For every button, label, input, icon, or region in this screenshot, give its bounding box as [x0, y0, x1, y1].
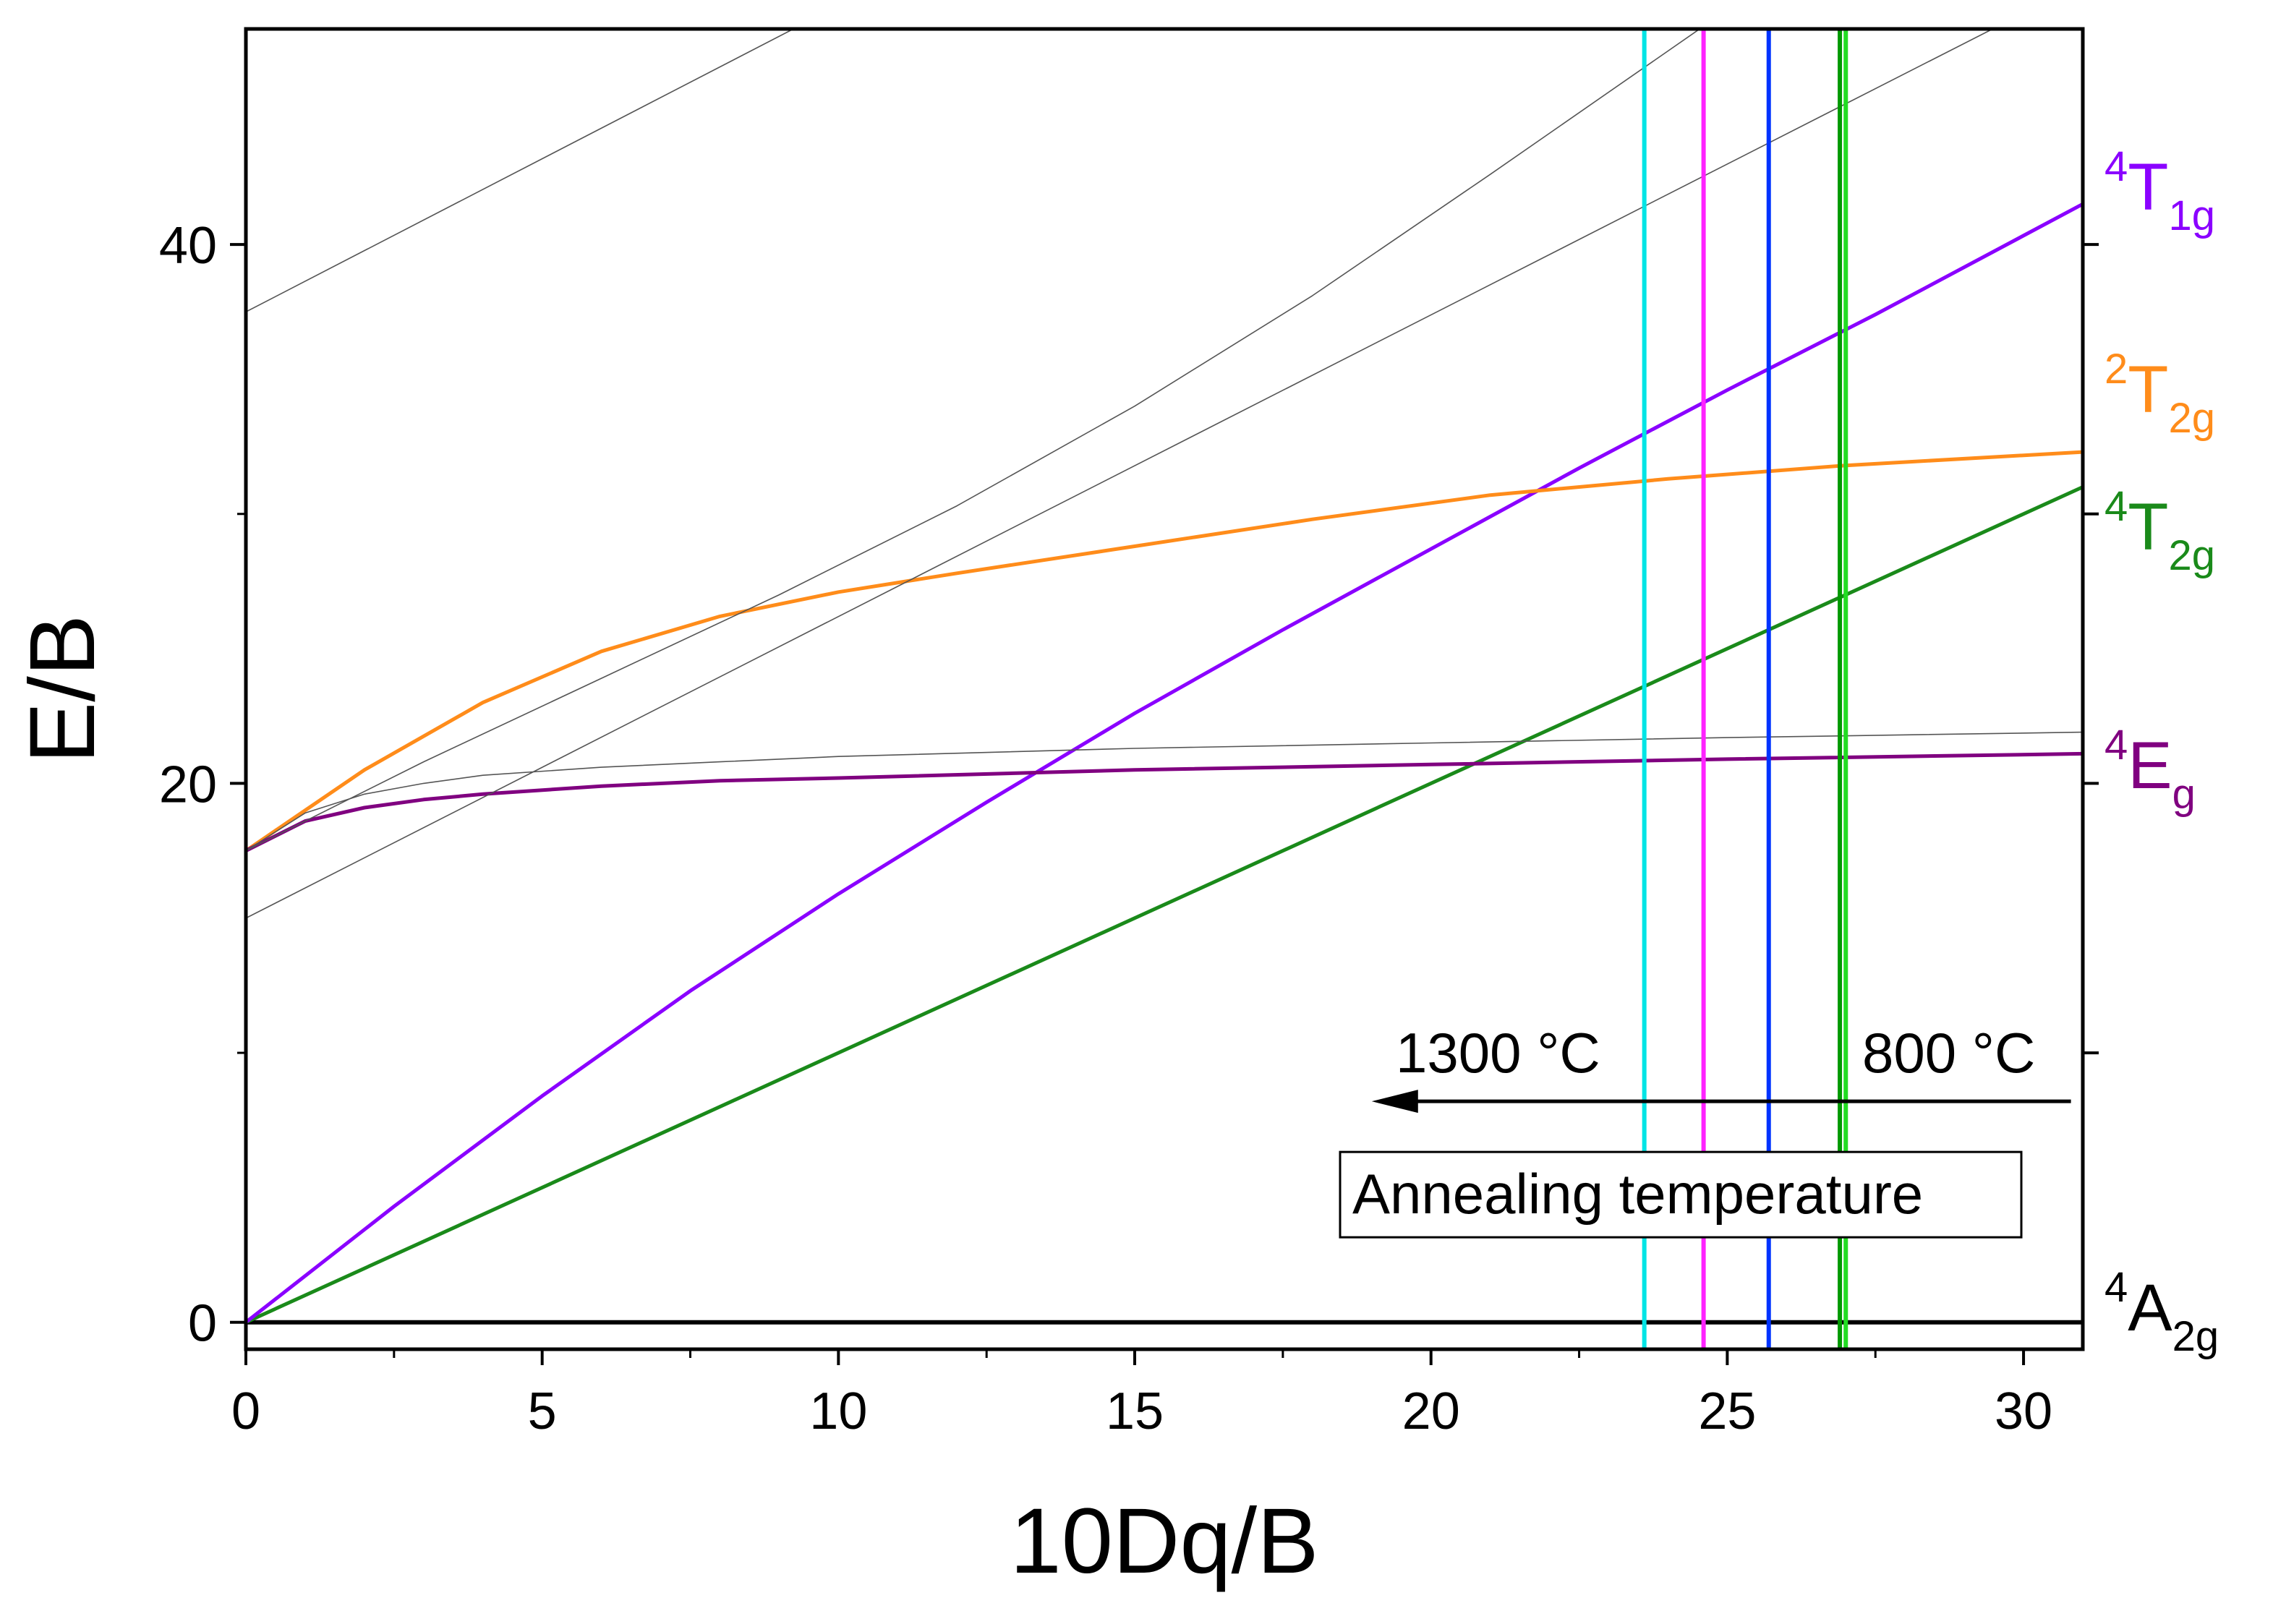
series-line-4T1g	[246, 202, 2083, 1325]
annotation-layer: 1300 °C 800 °C Annealing temperature	[1339, 1021, 2071, 1239]
label-sup: 4	[2104, 722, 2128, 769]
label-sup: 2	[2104, 346, 2128, 393]
label-sup: 4	[2104, 1264, 2128, 1311]
label-main: T	[2128, 353, 2168, 427]
x-tick-label: 0	[231, 1382, 260, 1440]
annealing-box-label: Annealing temperature	[1352, 1162, 1923, 1226]
label-sub: g	[2172, 771, 2196, 818]
label-main: T	[2128, 490, 2168, 564]
plot-frame	[244, 27, 2085, 1351]
series-line-g1	[246, 731, 2083, 852]
annealing-arrow-head	[1371, 1090, 1418, 1114]
series-line-g2	[246, 29, 1995, 919]
series-line-2T2g	[246, 450, 2083, 853]
series-line-g4	[246, 29, 795, 313]
x-tick-label: 15	[1106, 1382, 1164, 1440]
series-layer	[246, 29, 2083, 1325]
annealing-box	[1339, 1150, 2023, 1239]
label-sup: 4	[2104, 483, 2128, 530]
series-line-g3	[246, 29, 1701, 852]
series-label-2T2g: 2T2g	[2104, 346, 2215, 442]
series-line-4Eg	[246, 751, 2083, 853]
annotation-800c: 800 °C	[1862, 1021, 2035, 1085]
x-tick-label: 20	[1402, 1382, 1460, 1440]
vertical-lines-layer	[1642, 29, 1848, 1349]
y-tick-label: 20	[159, 756, 217, 813]
series-label-4T1g: 4T1g	[2104, 143, 2215, 239]
annotation-1300c: 1300 °C	[1396, 1021, 1600, 1085]
tick-layer: 0 5 10 15 20 25 30 0 20 40	[159, 217, 2099, 1440]
series-label-4T2g: 4T2g	[2104, 483, 2215, 579]
label-main: T	[2128, 150, 2168, 224]
x-axis-label: 10Dq/B	[1010, 1490, 1319, 1593]
label-sub: 2g	[2168, 395, 2215, 442]
label-sub: 1g	[2168, 192, 2215, 239]
label-main: A	[2128, 1271, 2172, 1345]
x-tick-label: 5	[528, 1382, 557, 1440]
x-tick-label: 30	[1995, 1382, 2052, 1440]
series-line-4T2g	[246, 485, 2083, 1325]
label-sub: 2g	[2168, 532, 2215, 579]
x-tick-label: 25	[1698, 1382, 1756, 1440]
y-tick-label: 40	[159, 217, 217, 275]
y-axis-label: E/B	[11, 615, 114, 764]
series-label-4A2g: 4A2g	[2104, 1264, 2219, 1360]
label-main: E	[2128, 729, 2172, 803]
x-tick-label: 10	[809, 1382, 867, 1440]
label-sup: 4	[2104, 143, 2128, 190]
series-label-4Eg: 4Eg	[2104, 722, 2196, 818]
label-sub: 2g	[2172, 1313, 2219, 1360]
y-tick-label: 0	[188, 1295, 217, 1353]
